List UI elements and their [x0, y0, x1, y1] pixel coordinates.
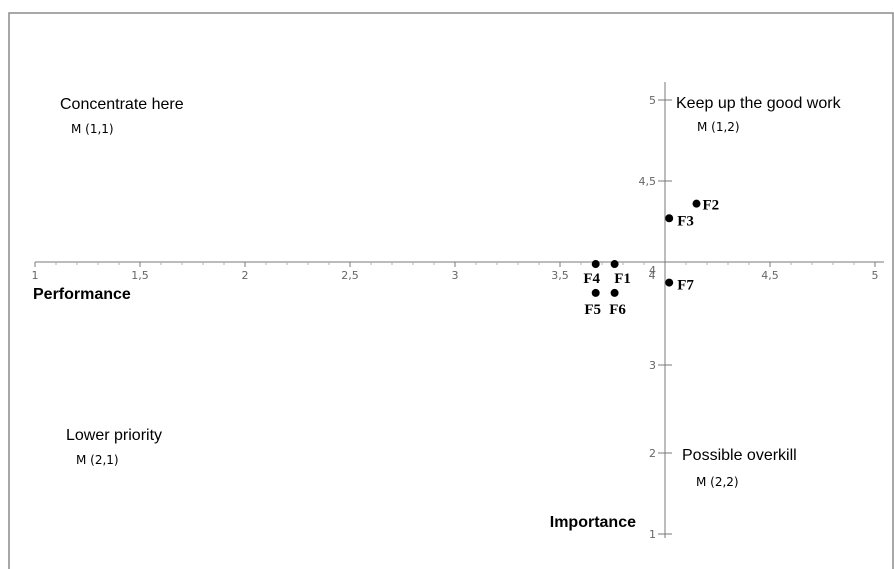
x-tick-label: 4,5: [761, 269, 779, 282]
data-point-f7: [665, 278, 674, 287]
y-tick-label: 2: [649, 447, 656, 460]
quadrant-title: Lower priority: [66, 427, 162, 444]
quadrant-title: Possible overkill: [682, 447, 797, 464]
data-point-label-f4: F4: [583, 271, 600, 287]
data-point-label-f1: F1: [614, 271, 631, 287]
axes-group: 1 1,5 2 2,5 3 3,5 4 4,5 5 1 2 3 4 4,5 5: [32, 82, 884, 541]
quadrant-subtitle: M (1,2): [697, 120, 740, 134]
x-tick-label: 2: [242, 269, 249, 282]
x-tick-label: 4: [649, 269, 656, 282]
data-point-f3: [665, 214, 674, 223]
chart-frame: [8, 12, 894, 569]
data-point-f2: [692, 199, 701, 208]
data-point-f5: [591, 288, 600, 297]
quadrant-labels-group: Concentrate here M (1,1) Keep up the good …: [60, 95, 842, 489]
y-tick-label: 3: [649, 359, 656, 372]
data-points-group: F1 F2 F3 F4 F5 F6 F7: [583, 198, 719, 318]
data-point-label-f3: F3: [677, 213, 694, 229]
y-tick-label: 4,5: [639, 175, 657, 188]
data-point-f4: [591, 260, 600, 269]
quadrant-subtitle: M (2,2): [696, 475, 739, 489]
data-point-f6: [610, 288, 619, 297]
quadrant-subtitle: M (1,1): [71, 122, 114, 136]
x-tick-label: 2,5: [341, 269, 359, 282]
x-axis-title: Performance: [33, 286, 131, 303]
x-tick-label: 3,5: [551, 269, 569, 282]
y-tick-label: 5: [649, 94, 656, 107]
quadrant-subtitle: M (2,1): [76, 453, 119, 467]
y-tick-label: 1: [649, 528, 656, 541]
quadrant-title: Keep up the good work: [676, 95, 842, 112]
data-point-label-f2: F2: [703, 198, 720, 214]
y-axis-title: Importance: [550, 514, 636, 531]
data-point-label-f7: F7: [677, 278, 694, 294]
x-tick-label: 1: [32, 269, 39, 282]
y-tick-label: 4: [649, 264, 656, 277]
x-tick-label: 1,5: [131, 269, 149, 282]
x-tick-label: 3: [452, 269, 459, 282]
data-point-label-f5: F5: [584, 302, 601, 318]
data-point-label-f6: F6: [609, 302, 626, 318]
quadrant-title: Concentrate here: [60, 96, 184, 113]
data-point-f1: [610, 260, 619, 269]
x-tick-label: 5: [872, 269, 879, 282]
